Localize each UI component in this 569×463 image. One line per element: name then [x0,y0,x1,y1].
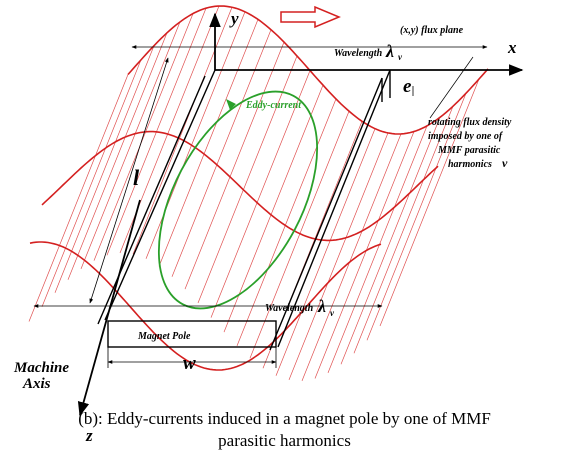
length-dim [89,57,169,304]
eddy-current-label: Eddy-current [245,100,302,111]
eddy-current-arrow [226,99,236,110]
flux-wave-top [127,5,489,135]
flux-hatch-line [210,70,311,318]
magnet-pole-label: Magnet Pole [137,331,191,342]
magnet-pole-box [107,320,277,348]
flux-hatch-lines [28,5,480,382]
machine-axis-line2: Axis [22,376,51,392]
eddy-current-loop [157,90,319,310]
flux-wave-middle [41,130,439,242]
x-axis-label: x [507,38,517,57]
flux-hatch-line [197,55,298,304]
flux-hatch-line [223,84,324,333]
e-thickness-label: e [403,76,412,97]
flux-wave-bottom [29,241,382,371]
y-axis-label: y [229,9,239,28]
caption-line-1: (b): Eddy-currents induced in a magnet p… [78,409,491,428]
length-label: l [133,165,140,190]
nu-bottom-subscript: ν [330,308,335,318]
rotating-flux-nu: ν [502,156,508,170]
flux-hatch-line [379,78,480,327]
lambda-bottom-symbol: λ [317,296,326,316]
width-label: w [183,353,196,374]
flux-hatch-line [249,111,350,359]
rotating-flux-line2: imposed by one of [428,131,504,142]
propagation-arrow-icon [280,5,341,29]
z-axis-label: z [85,426,93,445]
flux-hatch-line [288,132,389,381]
axes [77,12,524,417]
flux-hatch-line [171,29,272,277]
machine-axis-line1: Machine [13,360,69,376]
flux-hatch-line [158,19,259,267]
wavelength-bottom-label: Wavelength [265,303,314,314]
rotating-flux-line3: MMF parasitic [437,145,501,156]
wavelength-top-label: Wavelength [334,48,383,59]
dimension-lines [33,45,488,368]
flux-hatch-line [184,41,285,290]
flux-hatch-line [366,93,467,341]
flux-hatch-line [132,7,233,255]
rotating-flux-leader [429,56,474,119]
flux-hatch-line [275,128,376,376]
flux-hatch-line [314,131,415,379]
caption-line-2: parasitic harmonics [218,431,351,450]
flux-hatch-line [28,74,129,322]
flux-waves [29,5,489,371]
magnet-plate [97,69,391,351]
figure-caption: (b): Eddy-currents induced in a magnet p… [0,408,569,452]
lambda-top-symbol: λ [385,41,394,61]
rotating-flux-line1: rotating flux density [428,117,512,128]
flux-plane-label: (x,y) flux plane [400,25,464,36]
flux-hatch-line [54,45,155,293]
flux-hatch-line [41,59,142,307]
nu-top-subscript: ν [398,52,403,62]
rotating-flux-line4: harmonics [448,159,492,170]
flux-hatch-line [301,133,402,382]
flux-hatch-line [340,117,441,365]
flux-hatch-line [353,106,454,354]
flux-hatch-line [327,125,428,374]
